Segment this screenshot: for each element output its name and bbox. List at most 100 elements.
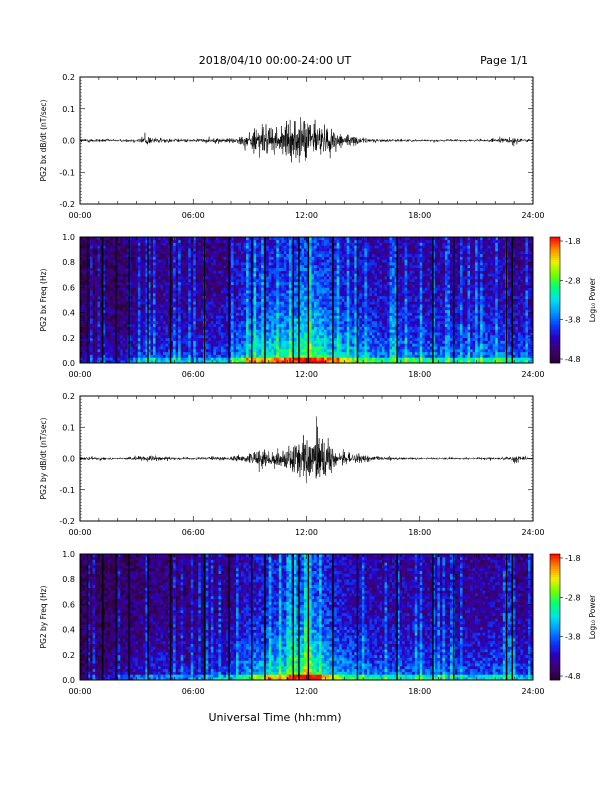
heatmap-cell <box>95 335 98 338</box>
heatmap-cell <box>113 248 116 251</box>
heatmap-cell <box>211 321 214 324</box>
heatmap-cell <box>259 271 262 274</box>
heatmap-cell <box>314 346 317 349</box>
heatmap-cell <box>342 285 345 288</box>
heatmap-cell <box>211 248 214 251</box>
heatmap-cell <box>246 301 249 304</box>
heatmap-cell <box>339 321 342 324</box>
heatmap-cell <box>188 313 191 316</box>
heatmap-cell <box>261 357 264 360</box>
heatmap-cell <box>178 265 181 268</box>
heatmap-cell <box>249 271 252 274</box>
heatmap-cell <box>153 296 156 299</box>
heatmap-cell <box>95 315 98 318</box>
heatmap-cell <box>138 343 141 346</box>
heatmap-cell <box>269 329 272 332</box>
heatmap-cell <box>347 335 350 338</box>
heatmap-cell <box>339 299 342 302</box>
heatmap-cell <box>176 343 179 346</box>
heatmap-cell <box>256 276 259 279</box>
heatmap-cell <box>161 273 164 276</box>
heatmap-cell <box>281 321 284 324</box>
heatmap-cell <box>289 268 292 271</box>
heatmap-cell <box>259 327 262 330</box>
heatmap-cell <box>138 299 141 302</box>
heatmap-cell <box>339 262 342 265</box>
heatmap-cell <box>118 299 121 302</box>
heatmap-cell <box>140 335 143 338</box>
heatmap-cell <box>193 349 196 352</box>
heatmap-cell <box>216 321 219 324</box>
heatmap-cell <box>135 299 138 302</box>
heatmap-cell <box>93 349 96 352</box>
heatmap-cell <box>198 352 201 355</box>
heatmap-cell <box>140 285 143 288</box>
heatmap-cell <box>276 332 279 335</box>
heatmap-cell <box>201 257 204 260</box>
heatmap-cell <box>269 315 272 318</box>
heatmap-cell <box>317 251 320 254</box>
heatmap-cell <box>213 271 216 274</box>
heatmap-cell <box>93 273 96 276</box>
heatmap-cell <box>223 257 226 260</box>
heatmap-cell <box>286 343 289 346</box>
heatmap-cell <box>206 321 209 324</box>
heatmap-cell <box>349 329 352 332</box>
heatmap-cell <box>110 243 113 246</box>
heatmap-cell <box>191 315 194 318</box>
heatmap-cell <box>173 310 176 313</box>
heatmap-cell <box>246 341 249 344</box>
heatmap-cell <box>324 343 327 346</box>
heatmap-cell <box>301 332 304 335</box>
heatmap-cell <box>138 273 141 276</box>
heatmap-cell <box>221 262 224 265</box>
heatmap-cell <box>133 259 136 262</box>
heatmap-cell <box>95 304 98 307</box>
heatmap-cell <box>178 299 181 302</box>
heatmap-cell <box>344 355 347 358</box>
heatmap-cell <box>261 301 264 304</box>
heatmap-cell <box>266 293 269 296</box>
heatmap-cell <box>266 279 269 282</box>
heatmap-cell <box>284 343 287 346</box>
heatmap-cell <box>312 282 315 285</box>
heatmap-cell <box>208 287 211 290</box>
heatmap-cell <box>312 285 315 288</box>
heatmap-cell <box>231 251 234 254</box>
heatmap-cell <box>239 349 242 352</box>
heatmap-cell <box>201 245 204 248</box>
heatmap-cell <box>218 268 221 271</box>
heatmap-cell <box>319 346 322 349</box>
heatmap-cell <box>133 315 136 318</box>
heatmap-cell <box>173 262 176 265</box>
heatmap-cell <box>218 273 221 276</box>
heatmap-cell <box>166 318 169 321</box>
heatmap-cell <box>339 313 342 316</box>
heatmap-cell <box>143 318 146 321</box>
heatmap-cell <box>156 338 159 341</box>
heatmap-cell <box>304 346 307 349</box>
heatmap-cell <box>211 268 214 271</box>
heatmap-cell <box>259 349 262 352</box>
heatmap-cell <box>339 279 342 282</box>
heatmap-cell <box>216 276 219 279</box>
heatmap-cell <box>108 324 111 327</box>
heatmap-cell <box>327 304 330 307</box>
heatmap-cell <box>337 299 340 302</box>
heatmap-cell <box>304 287 307 290</box>
heatmap-cell <box>231 349 234 352</box>
heatmap-cell <box>221 349 224 352</box>
heatmap-cell <box>186 341 189 344</box>
heatmap-cell <box>166 327 169 330</box>
heatmap-cell <box>105 251 108 254</box>
heatmap-cell <box>221 304 224 307</box>
heatmap-cell <box>281 248 284 251</box>
heatmap-cell <box>193 307 196 310</box>
heatmap-cell <box>138 346 141 349</box>
heatmap-cell <box>158 321 161 324</box>
heatmap-cell <box>123 332 126 335</box>
heatmap-cell <box>231 276 234 279</box>
heatmap-cell <box>317 282 320 285</box>
heatmap-cell <box>158 355 161 358</box>
heatmap-cell <box>327 282 330 285</box>
